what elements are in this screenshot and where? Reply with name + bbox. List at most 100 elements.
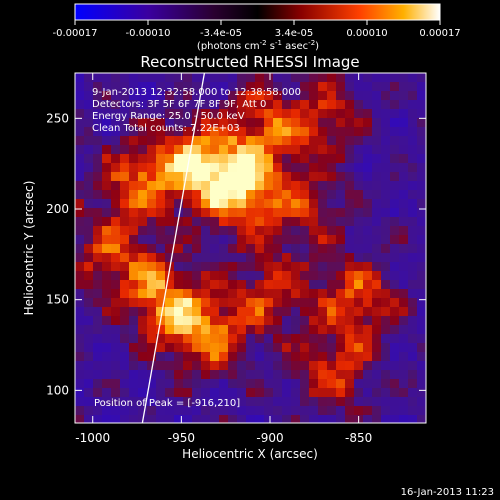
- heatmap-cell: [300, 244, 310, 254]
- heatmap-cell: [336, 415, 346, 423]
- heatmap-cell: [75, 91, 85, 101]
- heatmap-cell: [300, 145, 310, 155]
- heatmap-cell: [228, 253, 238, 263]
- heatmap-cell: [255, 316, 265, 326]
- heatmap-cell: [111, 109, 121, 119]
- heatmap-cell: [354, 307, 364, 317]
- heatmap-cell: [345, 73, 355, 83]
- heatmap-cell: [138, 163, 148, 173]
- heatmap-cell: [372, 361, 382, 371]
- heatmap-cell: [291, 316, 301, 326]
- heatmap-cell: [363, 82, 373, 92]
- heatmap-cell: [417, 271, 426, 281]
- heatmap-cell: [264, 379, 274, 389]
- heatmap-cell: [255, 226, 265, 236]
- heatmap-cell: [381, 262, 391, 272]
- heatmap-cell: [111, 253, 121, 263]
- heatmap-cell: [363, 181, 373, 191]
- heatmap-cell: [102, 226, 112, 236]
- heatmap-cell: [246, 109, 256, 119]
- heatmap-cell: [417, 262, 426, 272]
- heatmap-cell: [318, 82, 328, 92]
- heatmap-cell: [210, 208, 220, 218]
- heatmap-cell: [120, 154, 130, 164]
- heatmap-cell: [75, 226, 85, 236]
- heatmap-cell: [291, 370, 301, 380]
- heatmap-cell: [408, 253, 418, 263]
- heatmap-cell: [309, 307, 319, 317]
- heatmap-cell: [102, 289, 112, 299]
- heatmap-cell: [183, 127, 193, 137]
- heatmap-cell: [336, 397, 346, 407]
- heatmap-cell: [246, 397, 256, 407]
- heatmap-cell: [381, 100, 391, 110]
- heatmap-cell: [327, 109, 337, 119]
- heatmap-cell: [93, 217, 103, 227]
- heatmap-cell: [102, 244, 112, 254]
- heatmap-cell: [75, 217, 85, 227]
- heatmap-cell: [309, 154, 319, 164]
- heatmap-cell: [147, 361, 157, 371]
- heatmap-cell: [399, 325, 409, 335]
- heatmap-cell: [372, 289, 382, 299]
- heatmap-cell: [84, 118, 94, 128]
- heatmap-cell: [291, 280, 301, 290]
- heatmap-cell: [291, 127, 301, 137]
- heatmap-cell: [246, 136, 256, 146]
- heatmap-cell: [336, 253, 346, 263]
- heatmap-cell: [408, 217, 418, 227]
- heatmap-cell: [318, 127, 328, 137]
- heatmap-cell: [327, 91, 337, 101]
- heatmap-cell: [219, 289, 229, 299]
- heatmap-cell: [282, 91, 292, 101]
- heatmap-cell: [345, 82, 355, 92]
- heatmap-cell: [183, 73, 193, 83]
- heatmap-cell: [399, 208, 409, 218]
- heatmap-cell: [273, 154, 283, 164]
- heatmap-cell: [264, 406, 274, 416]
- heatmap-cell: [147, 100, 157, 110]
- heatmap-cell: [111, 262, 121, 272]
- heatmap-cell: [102, 253, 112, 263]
- heatmap-cell: [111, 370, 121, 380]
- heatmap-cell: [417, 199, 426, 209]
- heatmap-cell: [273, 370, 283, 380]
- heatmap-cell: [111, 217, 121, 227]
- heatmap-cell: [399, 181, 409, 191]
- heatmap-cell: [291, 73, 301, 83]
- heatmap-cell: [246, 415, 256, 423]
- heatmap-cell: [138, 406, 148, 416]
- heatmap-cell: [318, 208, 328, 218]
- heatmap-cell: [111, 280, 121, 290]
- heatmap-cell: [228, 352, 238, 362]
- heatmap-cell: [399, 118, 409, 128]
- heatmap-cell: [408, 379, 418, 389]
- heatmap-cell: [282, 334, 292, 344]
- heatmap-cell: [399, 244, 409, 254]
- heatmap-cell: [372, 253, 382, 263]
- heatmap-cell: [255, 406, 265, 416]
- heatmap-cell: [228, 118, 238, 128]
- heatmap-cell: [138, 109, 148, 119]
- heatmap-cell: [147, 154, 157, 164]
- heatmap-cell: [390, 325, 400, 335]
- heatmap-cell: [318, 280, 328, 290]
- heatmap-cell: [372, 262, 382, 272]
- heatmap-cell: [363, 307, 373, 317]
- heatmap-cell: [372, 334, 382, 344]
- heatmap-cell: [129, 316, 139, 326]
- heatmap-cell: [363, 208, 373, 218]
- heatmap-cell: [147, 163, 157, 173]
- heatmap-cell: [345, 181, 355, 191]
- heatmap-cell: [219, 73, 229, 83]
- heatmap-cell: [327, 361, 337, 371]
- heatmap-cell: [93, 109, 103, 119]
- heatmap-cell: [93, 280, 103, 290]
- heatmap-cell: [111, 91, 121, 101]
- heatmap-cell: [354, 190, 364, 200]
- heatmap-cell: [228, 208, 238, 218]
- heatmap-cell: [165, 235, 175, 245]
- heatmap-cell: [318, 253, 328, 263]
- heatmap-cell: [372, 100, 382, 110]
- heatmap-cell: [156, 199, 166, 209]
